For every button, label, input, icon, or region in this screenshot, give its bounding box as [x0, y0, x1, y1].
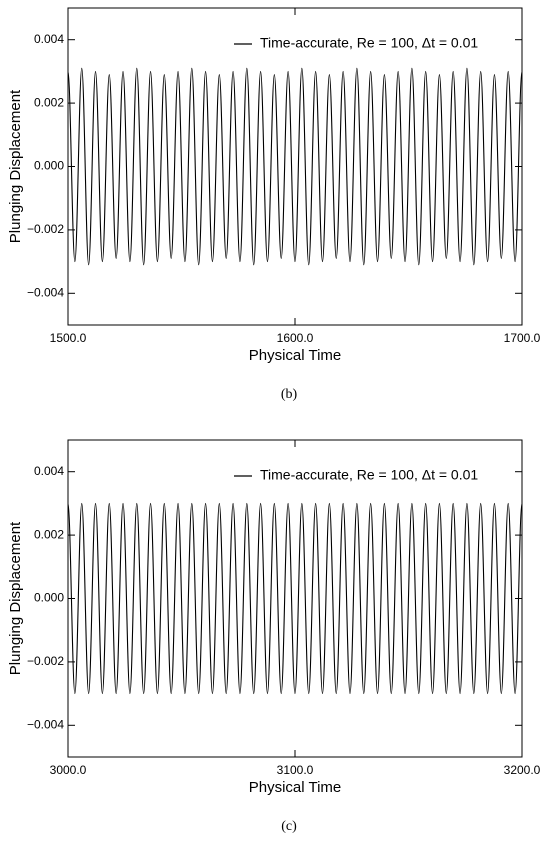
y-tick-label: −0.004: [27, 717, 64, 731]
y-tick-label: 0.004: [34, 32, 64, 46]
legend-label: Time-accurate, Re = 100, Δt = 0.01: [260, 467, 478, 483]
x-axis-label: Physical Time: [249, 347, 342, 364]
y-tick-label: −0.004: [27, 285, 64, 299]
x-tick-label: 1500.0: [50, 331, 87, 345]
data-line: [67, 67, 523, 266]
y-tick-label: 0.004: [34, 464, 64, 478]
plot-frame: [67, 7, 523, 326]
x-tick-label: 3200.0: [504, 763, 541, 777]
y-tick-label: 0.002: [34, 95, 64, 109]
legend-label: Time-accurate, Re = 100, Δt = 0.01: [260, 35, 478, 51]
y-tick-label: 0.002: [34, 527, 64, 541]
y-tick-label: −0.002: [27, 222, 64, 236]
x-axis-label: Physical Time: [249, 779, 342, 796]
y-tick-label: 0.000: [34, 591, 64, 605]
y-tick-label: −0.002: [27, 654, 64, 668]
caption: (b): [281, 387, 298, 402]
data-line: [67, 502, 523, 695]
x-tick-label: 1600.0: [277, 331, 314, 345]
y-tick-label: 0.000: [34, 159, 64, 173]
y-axis-label: Plunging Displacement: [7, 521, 24, 675]
x-tick-label: 3100.0: [277, 763, 314, 777]
y-axis-label: Plunging Displacement: [7, 89, 24, 243]
caption: (c): [281, 819, 297, 834]
x-tick-label: 1700.0: [504, 331, 541, 345]
x-tick-label: 3000.0: [50, 763, 87, 777]
plot-frame: [67, 439, 523, 758]
